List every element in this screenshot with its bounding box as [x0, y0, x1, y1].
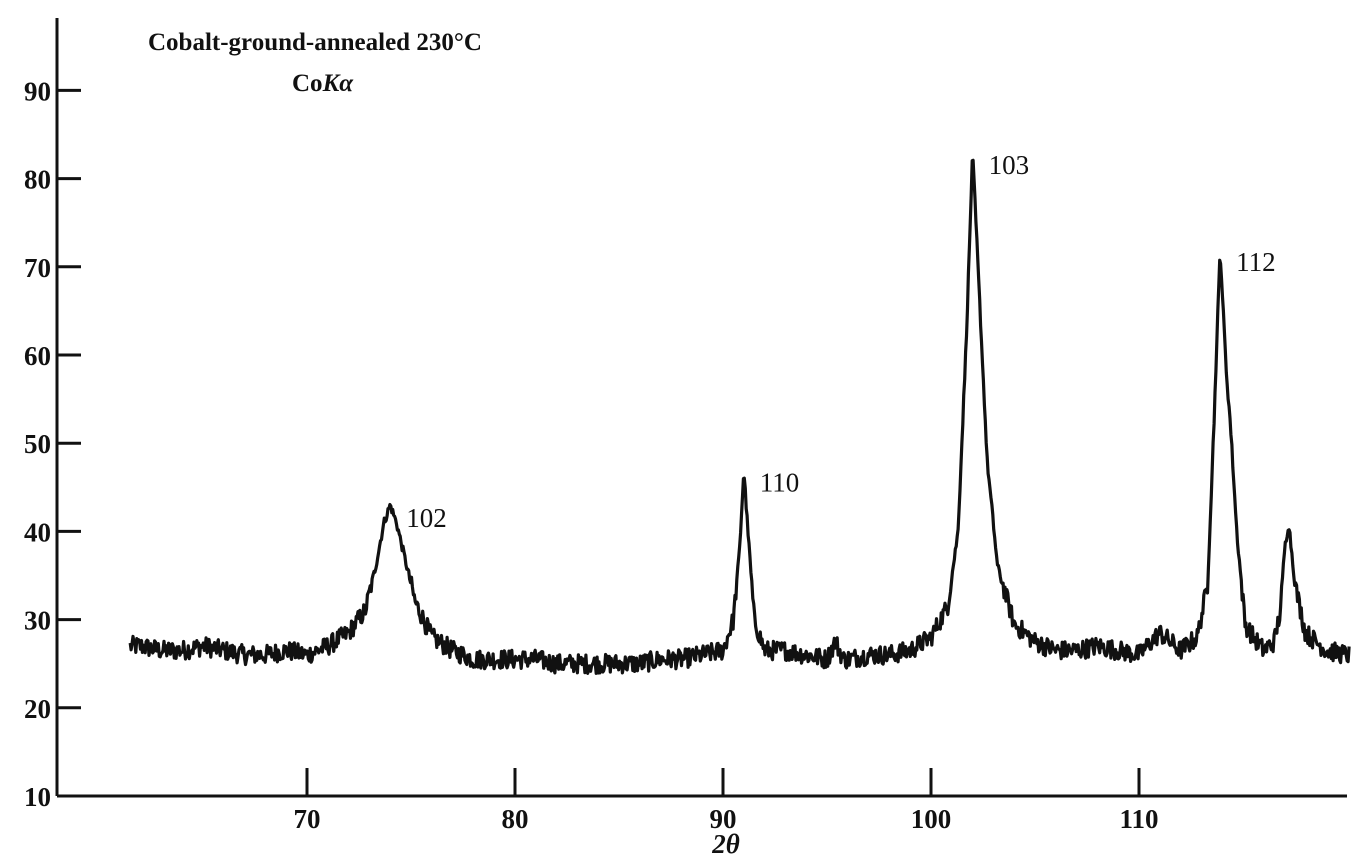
- y-tick-label-60: 60: [24, 341, 51, 371]
- y-tick-label-30: 30: [24, 606, 51, 636]
- y-tick-label-70: 70: [24, 253, 51, 283]
- peak-label-103: 103: [989, 150, 1030, 180]
- peak-label-102: 102: [406, 503, 447, 533]
- y-ticks: 10 20 30 40 50 60 70 80 90: [24, 76, 81, 812]
- x-tick-label-80: 80: [502, 804, 529, 834]
- chart-title: Cobalt-ground-annealed 230°C: [148, 29, 482, 56]
- peak-label-110: 110: [760, 468, 800, 498]
- y-tick-label-20: 20: [24, 694, 51, 724]
- y-tick-label-80: 80: [24, 165, 51, 195]
- x-axis-label: 2θ: [711, 829, 740, 858]
- diffraction-trace: [128, 158, 1351, 675]
- x-tick-label-110: 110: [1119, 804, 1158, 834]
- y-tick-label-90: 90: [24, 76, 51, 106]
- peak-label-112: 112: [1236, 247, 1276, 277]
- y-tick-label-40: 40: [24, 517, 51, 547]
- y-tick-label-10: 10: [24, 782, 51, 812]
- chart-subtitle: CoKα: [292, 70, 354, 97]
- x-tick-label-70: 70: [294, 804, 321, 834]
- x-tick-label-100: 100: [911, 804, 952, 834]
- subtitle-italic: Kα: [322, 70, 355, 97]
- trace-layer: [128, 158, 1351, 675]
- x-ticks: 70 80 90 100 110: [294, 768, 1159, 834]
- subtitle-main: Co: [292, 70, 323, 97]
- peak-labels: 102 110 103 112: [406, 150, 1275, 533]
- axes: [55, 18, 1347, 798]
- y-tick-label-50: 50: [24, 429, 51, 459]
- x-tick-label-90: 90: [710, 804, 737, 834]
